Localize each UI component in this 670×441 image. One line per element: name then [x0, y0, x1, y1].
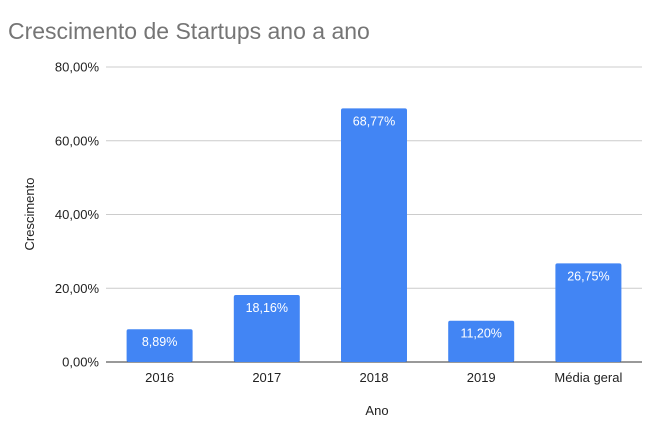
- bar: [555, 263, 622, 362]
- bar-data-label: 26,75%: [567, 269, 609, 283]
- y-tick-label: 20,00%: [55, 281, 100, 296]
- bar: [448, 320, 515, 362]
- x-tick-labels: 2016 2017 2018 2019 Média geral: [145, 370, 622, 385]
- y-tick-label: 0,00%: [62, 355, 99, 370]
- x-tick-label: 2017: [252, 370, 281, 385]
- bar: [233, 295, 300, 362]
- bars: [126, 108, 622, 363]
- bar-data-label: 18,16%: [246, 301, 288, 315]
- data-labels: 8,89% 18,16% 68,77% 11,20% 26,75%: [142, 114, 610, 349]
- x-tick-label: 2019: [467, 370, 496, 385]
- bar-data-label: 11,20%: [460, 327, 501, 341]
- y-tick-label: 40,00%: [55, 207, 100, 222]
- bar-data-label: 8,89%: [142, 335, 177, 349]
- bar: [126, 329, 193, 362]
- y-tick-labels: 0,00% 20,00% 40,00% 60,00% 80,00%: [55, 60, 100, 370]
- y-tick-label: 80,00%: [55, 60, 100, 75]
- x-tick-label: 2018: [360, 370, 389, 385]
- bar: [341, 108, 407, 363]
- x-tick-label: Média geral: [554, 370, 622, 385]
- y-axis-title: Crescimento: [22, 178, 37, 251]
- bar-data-label: 68,77%: [353, 114, 395, 128]
- x-axis-title: Ano: [365, 403, 388, 418]
- y-tick-label: 60,00%: [55, 133, 100, 148]
- chart-title: Crescimento de Startups ano a ano: [8, 18, 370, 44]
- x-tick-label: 2016: [145, 370, 174, 385]
